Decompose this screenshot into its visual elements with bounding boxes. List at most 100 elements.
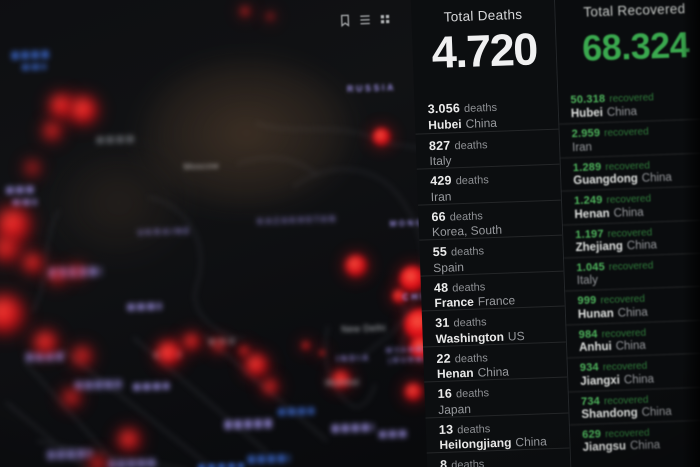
- region-name: France: [434, 294, 475, 311]
- death-unit-label: deaths: [452, 280, 486, 294]
- recovered-unit-label: recovered: [604, 427, 650, 441]
- recovered-list-item[interactable]: 629 recovered Jiangsu China: [569, 418, 700, 458]
- recovered-list-item[interactable]: 734 recovered Shandong China: [568, 385, 700, 425]
- map-label: RUSSIA: [346, 82, 397, 95]
- country-name: US: [507, 328, 525, 344]
- death-unit-label: deaths: [450, 245, 485, 259]
- death-count: 8: [439, 457, 448, 467]
- recovered-count: 1.249: [573, 194, 603, 208]
- recovered-unit-label: recovered: [600, 294, 646, 307]
- death-unit-label: deaths: [451, 458, 485, 467]
- blurred-map-label: [96, 135, 135, 144]
- country-name: Japan: [437, 401, 472, 417]
- recovered-count: 934: [579, 361, 599, 375]
- blurred-map-label: [107, 458, 157, 467]
- recovered-count: 1.045: [576, 261, 606, 275]
- region-name: Hubei: [428, 116, 462, 132]
- death-unit-label: deaths: [455, 174, 489, 188]
- deaths-list-item[interactable]: 48 deaths France France: [420, 270, 565, 311]
- recovered-list-item[interactable]: 999 recovered Hunan China: [565, 285, 700, 325]
- deaths-list: 3.056 deaths Hubei China 827 deaths: [414, 93, 571, 467]
- list-icon[interactable]: [358, 13, 371, 26]
- death-count: 48: [433, 280, 449, 295]
- deaths-list-item[interactable]: 827 deaths Italy: [415, 128, 560, 169]
- region-name: Jiangsu: [582, 440, 627, 455]
- blurred-map-label: [21, 63, 47, 71]
- deaths-list-item[interactable]: 13 deaths Heilongjiang China: [425, 411, 570, 453]
- total-recovered-panel: Total Recovered 68.324 50.318 recovered H…: [552, 0, 700, 467]
- map-label: UKRAINE: [137, 226, 192, 238]
- region-name: Shandong: [581, 407, 638, 422]
- recovered-count: 629: [581, 428, 602, 441]
- country-name: Korea, South: [431, 222, 503, 240]
- recovered-list-item[interactable]: 1.289 recovered Guangdong China: [560, 151, 700, 191]
- total-recovered-count: 68.324: [581, 24, 690, 69]
- death-unit-label: deaths: [454, 351, 488, 365]
- map-label: Moscow: [183, 160, 220, 172]
- blurred-map-label: [47, 449, 92, 460]
- blurred-map-label: [75, 380, 122, 390]
- recovered-unit-label: recovered: [606, 193, 652, 207]
- death-unit-label: deaths: [457, 422, 491, 436]
- country-name: China: [613, 206, 644, 220]
- death-count: 429: [429, 173, 452, 189]
- deaths-list-item[interactable]: 429 deaths Iran: [416, 163, 561, 205]
- bookmark-icon[interactable]: [338, 14, 351, 28]
- country-name: China: [641, 172, 673, 186]
- recovered-count: 999: [577, 294, 597, 308]
- death-count: 13: [438, 422, 454, 437]
- recovered-panel-title: Total Recovered: [583, 1, 686, 20]
- country-name: Iran: [430, 188, 452, 204]
- blurred-map-label: [331, 423, 374, 433]
- deaths-list-item[interactable]: 22 deaths Henan China: [422, 341, 568, 382]
- country-name: China: [626, 239, 658, 253]
- recovered-list-item[interactable]: 2.959 recovered Iran: [559, 118, 700, 158]
- recovered-list-item[interactable]: 50.318 recovered Hubei China: [558, 85, 700, 124]
- country-name: China: [615, 339, 646, 354]
- blurred-map-label: [127, 302, 162, 311]
- death-unit-label: deaths: [449, 209, 484, 224]
- recovered-unit-label: recovered: [607, 227, 653, 240]
- country-name: China: [465, 115, 498, 131]
- country-name: China: [477, 364, 510, 380]
- map-label: New Delhi: [341, 322, 387, 335]
- recovered-list-item[interactable]: 1.197 recovered Zhejiang China: [562, 218, 700, 258]
- recovered-list: 50.318 recovered Hubei China 2.959 recovere…: [558, 85, 700, 458]
- recovered-unit-label: recovered: [605, 160, 651, 173]
- death-count: 827: [428, 137, 451, 153]
- region-name: Hubei: [570, 106, 604, 120]
- blurred-map-label: [133, 382, 170, 391]
- death-count: 66: [431, 209, 447, 224]
- deaths-list-item[interactable]: 55 deaths Spain: [419, 234, 564, 276]
- recovered-list-item[interactable]: 1.045 recovered Italy: [563, 251, 700, 291]
- blurred-map-label: [6, 185, 37, 194]
- country-name: China: [641, 405, 672, 419]
- region-name: Guangdong: [573, 173, 639, 188]
- death-count: 16: [437, 386, 453, 402]
- deaths-list-item[interactable]: 31 deaths Washington US: [421, 305, 566, 347]
- recovered-unit-label: recovered: [602, 360, 648, 374]
- deaths-list-item[interactable]: 3.056 deaths Hubei China: [414, 93, 558, 133]
- recovered-list-item[interactable]: 1.249 recovered Henan China: [561, 185, 700, 225]
- recovered-count: 1.197: [574, 227, 604, 241]
- recovered-unit-label: recovered: [601, 327, 647, 341]
- death-unit-label: deaths: [453, 316, 487, 330]
- recovered-list-item[interactable]: 984 recovered Anhui China: [566, 318, 700, 358]
- blurred-map-label: [278, 407, 315, 416]
- deaths-list-item[interactable]: 66 deaths Korea, South: [418, 199, 563, 240]
- grid-icon[interactable]: [378, 12, 391, 25]
- recovered-count: 2.959: [571, 127, 601, 141]
- country-name: China: [606, 105, 638, 119]
- region-name: Henan: [436, 365, 474, 382]
- country-name: Italy: [576, 274, 599, 288]
- country-name: Italy: [429, 153, 452, 169]
- death-count: 3.056: [427, 101, 461, 117]
- recovered-unit-label: recovered: [608, 260, 654, 273]
- blurred-map-label: [12, 198, 37, 206]
- country-name: Iran: [571, 141, 593, 155]
- map-label: Mumbai: [325, 376, 360, 388]
- recovered-list-item[interactable]: 934 recovered Jiangxi China: [567, 352, 700, 391]
- deaths-list-item[interactable]: 16 deaths Japan: [424, 376, 569, 417]
